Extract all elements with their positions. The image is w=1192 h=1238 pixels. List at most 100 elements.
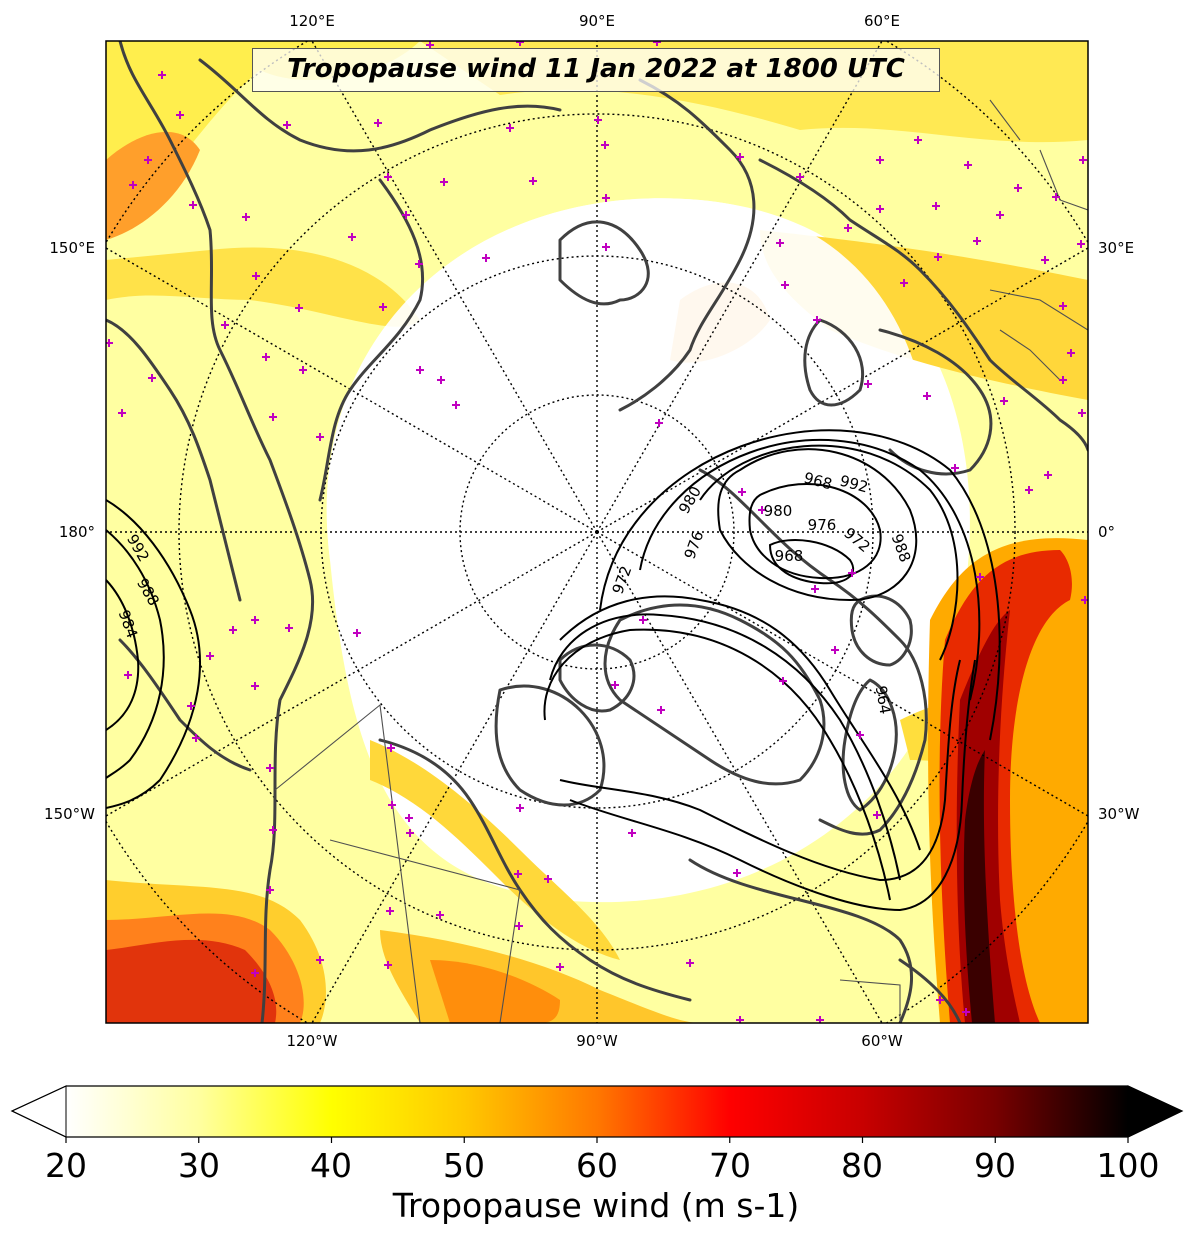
station-marker <box>900 279 908 287</box>
station-marker <box>144 156 152 164</box>
contour-label: 976 <box>807 516 837 534</box>
station-marker <box>148 374 156 382</box>
station-marker <box>402 211 410 219</box>
station-marker <box>426 41 434 49</box>
station-marker <box>348 233 356 241</box>
colorbar-label: Tropopause wind (m s-1) <box>392 1186 800 1225</box>
station-marker <box>611 681 619 689</box>
station-marker <box>316 956 324 964</box>
station-marker <box>964 161 972 169</box>
station-marker <box>914 136 922 144</box>
wind-field-mid-band <box>370 740 620 960</box>
station-marker <box>436 911 444 919</box>
station-marker <box>251 616 259 624</box>
lon-label-bottom-60w: 60°W <box>861 1032 903 1050</box>
station-marker <box>1014 184 1022 192</box>
station-marker <box>1078 409 1086 417</box>
station-marker <box>406 829 414 837</box>
station-marker <box>1052 193 1060 201</box>
colorbar-extend-low <box>10 1085 67 1138</box>
lon-label-bottom-90w: 90°W <box>576 1032 618 1050</box>
station-marker <box>844 224 852 232</box>
station-marker <box>386 907 394 915</box>
station-marker <box>440 178 448 186</box>
wind-field-band-w <box>106 247 420 327</box>
lon-label-top-90e: 90°E <box>578 12 616 30</box>
station-marker <box>873 811 881 819</box>
station-marker <box>176 111 184 119</box>
station-marker <box>124 671 132 679</box>
station-marker <box>482 254 490 262</box>
station-markers <box>106 41 1088 1023</box>
station-marker <box>848 569 856 577</box>
station-marker <box>221 321 229 329</box>
station-marker <box>295 304 303 312</box>
station-marker <box>266 764 274 772</box>
map-area <box>106 41 1088 1023</box>
station-marker <box>923 392 931 400</box>
colorbar-tick-label: 30 <box>178 1146 220 1185</box>
station-marker <box>192 734 200 742</box>
contour-label: 968 <box>774 547 804 565</box>
colorbar-tick-label: 100 <box>1096 1146 1160 1185</box>
map-title: Tropopause wind 11 Jan 2022 at 1800 UTC <box>252 48 940 92</box>
colorbar-tick-label: 50 <box>443 1146 485 1185</box>
station-marker <box>405 814 413 822</box>
colorbar-tick-label: 20 <box>45 1146 87 1185</box>
station-marker <box>516 41 524 46</box>
station-marker <box>415 260 423 268</box>
graticule <box>106 41 1088 1023</box>
lon-label-right-30w: 30°W <box>1098 805 1140 823</box>
station-marker <box>158 71 166 79</box>
station-marker <box>379 303 387 311</box>
station-marker <box>831 646 839 654</box>
station-marker <box>269 826 277 834</box>
station-marker <box>1025 486 1033 494</box>
wind-field-yellow <box>106 41 420 230</box>
borders <box>274 99 1088 1023</box>
station-marker <box>951 464 959 472</box>
station-marker <box>856 731 864 739</box>
station-marker <box>529 177 537 185</box>
contour-label: 980 <box>763 502 793 520</box>
colorbar-extend-high <box>1127 1085 1184 1138</box>
station-marker <box>285 624 293 632</box>
wind-field-sw-core2 <box>106 939 277 1023</box>
station-marker <box>262 353 270 361</box>
station-marker <box>206 652 214 660</box>
lon-label-top-60e: 60°E <box>863 12 901 30</box>
station-marker <box>738 488 746 496</box>
pressure-contours <box>106 429 1001 912</box>
station-marker <box>187 702 195 710</box>
station-marker <box>1067 349 1075 357</box>
colorbar-tick-label: 40 <box>310 1146 352 1185</box>
station-marker <box>384 961 392 969</box>
station-marker <box>1059 302 1067 310</box>
station-marker <box>776 239 784 247</box>
station-marker <box>973 237 981 245</box>
station-marker <box>628 829 636 837</box>
weak-wind-pole <box>326 198 930 743</box>
station-marker <box>1000 397 1008 405</box>
station-marker <box>437 376 445 384</box>
station-marker <box>686 959 694 967</box>
station-marker <box>657 706 665 714</box>
station-marker <box>514 870 522 878</box>
station-marker <box>962 1008 970 1016</box>
station-marker <box>252 272 260 280</box>
station-marker <box>544 875 552 883</box>
station-marker <box>416 366 424 374</box>
station-marker <box>1059 376 1067 384</box>
station-marker <box>1079 156 1087 164</box>
station-marker <box>779 677 787 685</box>
station-marker <box>601 141 609 149</box>
station-marker <box>594 116 602 124</box>
colorbar-tick-label: 90 <box>974 1146 1016 1185</box>
lon-label-left-180: 180° <box>58 523 95 541</box>
station-marker <box>384 173 392 181</box>
station-marker <box>758 506 766 514</box>
station-marker <box>516 804 524 812</box>
station-marker <box>316 433 324 441</box>
station-marker <box>1077 240 1085 248</box>
station-marker <box>736 153 744 161</box>
